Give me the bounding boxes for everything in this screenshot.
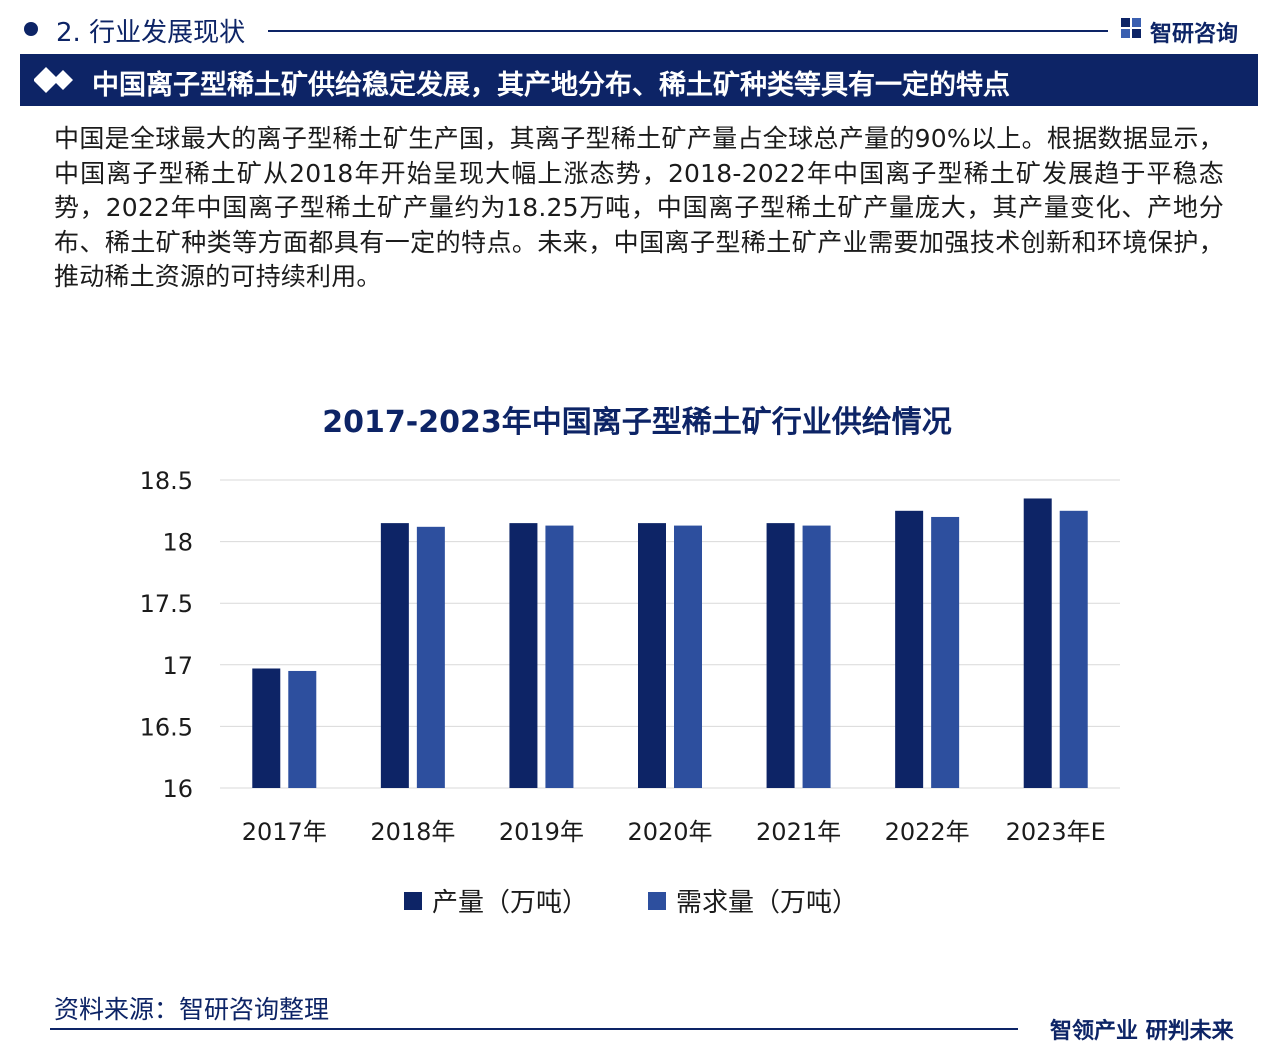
bar-production (766, 523, 795, 788)
section-title: 2. 行业发展现状 (56, 18, 246, 48)
x-tick-label: 2017年 (242, 818, 327, 846)
brand-logo-icon (1121, 18, 1141, 38)
bar-demand (288, 670, 317, 788)
chart-title: 2017-2023年中国离子型稀土矿行业供给情况 (322, 405, 952, 440)
legend-label: 需求量（万吨） (676, 888, 859, 918)
bar-demand (802, 525, 831, 788)
intro-paragraph: 中国是全球最大的离子型稀土矿生产国，其离子型稀土矿产量占全球总产量的90%以上。… (54, 124, 1224, 291)
header-rule (268, 30, 1108, 32)
bar-demand (674, 525, 702, 788)
x-tick-label: 2021年 (756, 818, 841, 846)
legend-swatch (404, 892, 422, 910)
bar-demand (931, 516, 960, 788)
headline-text: 中国离子型稀土矿供给稳定发展，其产地分布、稀土矿种类等具有一定的特点 (92, 70, 1010, 101)
y-tick-label: 18.5 (140, 467, 193, 495)
y-tick-label: 18 (162, 529, 193, 557)
bar-production (252, 668, 281, 788)
bar-demand (1059, 510, 1088, 788)
x-tick-label: 2020年 (627, 818, 712, 846)
footer-slogan: 智领产业 研判未来 (1050, 1019, 1234, 1044)
bullet-dot (24, 22, 38, 36)
top-header: 2. 行业发展现状 智研咨询 (0, 0, 1274, 58)
x-tick-label: 2023年E (1006, 818, 1106, 846)
bar-demand (416, 526, 445, 788)
headline-banner: 中国离子型稀土矿供给稳定发展，其产地分布、稀土矿种类等具有一定的特点 (20, 54, 1258, 106)
x-tick-label: 2018年 (370, 818, 455, 846)
y-tick-label: 17 (162, 652, 193, 680)
brand-logo-text: 智研咨询 (1150, 22, 1239, 47)
legend-swatch (648, 892, 666, 910)
bar-production (638, 523, 666, 788)
bar-production (895, 510, 924, 788)
bar-demand (545, 525, 574, 788)
footer-rule (50, 1028, 1018, 1030)
y-tick-label: 17.5 (140, 590, 193, 618)
bar-production (380, 523, 409, 788)
x-tick-label: 2022年 (885, 818, 970, 846)
source-note: 资料来源：智研咨询整理 (54, 995, 330, 1024)
legend-label: 产量（万吨） (432, 888, 589, 918)
y-tick-label: 16 (162, 775, 193, 803)
bar-production (509, 523, 538, 788)
diamond-icon (34, 67, 73, 93)
bar-chart: 16 16.5 17 17.5 18 18.5 2017年 2018年 2019年 2020年 20… (140, 467, 1120, 846)
y-tick-label: 16.5 (140, 713, 193, 741)
bar-production (1023, 498, 1052, 788)
x-tick-label: 2019年 (499, 818, 584, 846)
